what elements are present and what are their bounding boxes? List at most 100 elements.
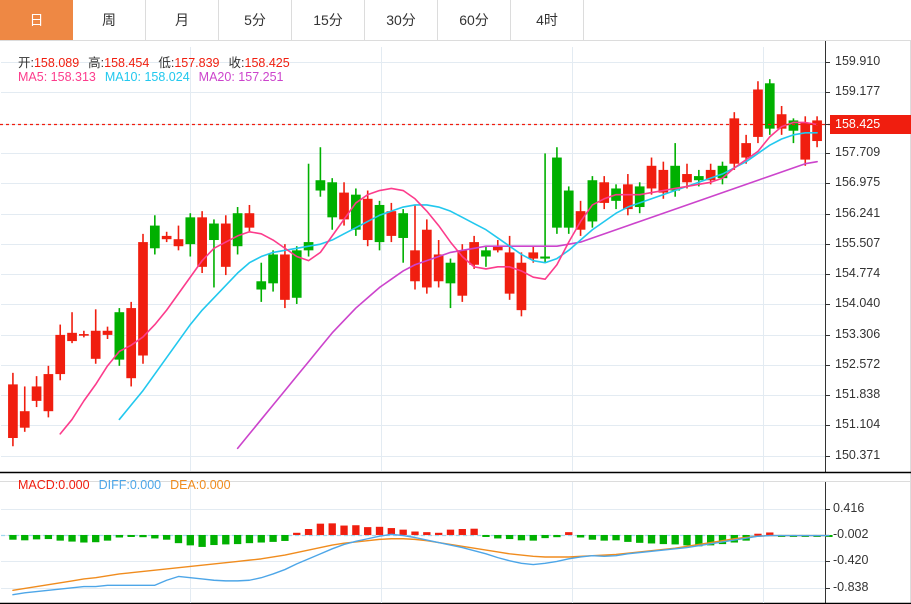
macd-bar [505,534,514,540]
macd-bar [44,534,53,540]
macd-bar [281,534,289,541]
tab-label: 日 [29,12,44,28]
macd-bar [127,534,135,537]
ma20-line [236,160,818,450]
tab-3[interactable]: 月 [146,0,219,40]
macd-bar [434,532,443,535]
tab-label: 60分 [459,12,489,28]
candle-body [31,386,42,401]
chart-area[interactable]: 开:158.089 高:158.454 低:157.839 收:158.425 MA5… [0,41,911,604]
candle-body [220,223,231,267]
tab-6[interactable]: 30分 [365,0,438,40]
candle-body [327,182,338,218]
macd-bar [9,534,17,540]
candle-body [19,411,30,428]
candle-body [351,194,361,230]
macd-bar [387,528,396,535]
candle-body [398,213,409,238]
macd-bar [482,534,490,537]
candle-body [800,122,811,160]
macd-bar [364,527,372,535]
diff-line [12,533,830,596]
candle-body [55,334,66,375]
tab-4[interactable]: 5分 [219,0,292,40]
candle-body [563,190,574,228]
candle-body [741,143,751,158]
macd-bar [411,531,419,535]
timeframe-tab-bar: 日 周 月 5分 15分 30分 60分 4时 [0,0,911,41]
candle-body [256,281,267,290]
candle-body [362,198,373,241]
macd-bar [92,534,100,543]
macd-bar [233,534,242,545]
macd-bar [21,534,29,541]
candle-body [315,180,326,191]
macd-bar [186,534,194,546]
macd-bar [32,534,41,540]
macd-bar [517,534,526,541]
macd-bar [423,532,431,535]
macd-bar [683,534,691,546]
macd-bar [529,534,537,541]
candle-body [587,180,598,222]
macd-bar [612,534,620,541]
macd-bar [647,534,656,544]
macd-bar [245,534,254,544]
candle-body [788,120,799,131]
macd-bar [222,534,230,545]
macd-bar [293,532,301,535]
tab-2[interactable]: 周 [73,0,146,40]
macd-bar [352,525,360,535]
macd-bar [636,534,644,543]
candle-body [232,213,243,247]
candle-body [457,250,468,296]
macd-bar [695,534,703,547]
macd-bar [304,529,313,535]
candle-body [682,174,692,183]
tab-1[interactable]: 日 [0,0,73,40]
macd-bar [659,534,668,545]
candle-body [670,165,681,191]
macd-bar [340,525,348,535]
macd-bar [588,534,597,540]
candle-body [339,192,349,220]
candle-body [102,330,113,335]
macd-bar [446,529,455,535]
candle-body [149,225,160,249]
candle-body [410,250,420,282]
macd-bar [565,532,573,535]
tab-label: 4时 [536,12,558,28]
macd-bar [151,534,159,539]
candle-body [812,120,822,142]
candle-body [114,312,125,360]
macd-bar [470,528,478,535]
macd-bar [328,523,336,535]
macd-bar [600,534,608,541]
macd-bar [754,533,762,536]
candle-body [599,182,610,203]
candle-body [90,330,101,359]
candle-body [244,213,255,228]
macd-bar [174,534,183,544]
macd-bar [576,534,585,538]
candle-body [634,186,645,208]
macd-bar [458,529,466,535]
macd-bar [162,534,171,540]
candle-body [469,242,479,265]
tab-7[interactable]: 60分 [438,0,511,40]
macd-histogram [9,523,833,547]
tab-5[interactable]: 15分 [292,0,365,40]
candle-body [138,242,148,356]
macd-bar [671,534,679,545]
candle-body [776,114,787,129]
macd-bar [56,534,64,541]
candle-body [268,254,278,284]
candle-body [646,165,657,189]
macd-bar [68,534,76,542]
candle-body [504,252,515,294]
chart-canvas[interactable] [0,41,911,604]
tab-8[interactable]: 4时 [511,0,584,40]
candle-body [374,204,385,243]
candle-body [658,169,669,193]
